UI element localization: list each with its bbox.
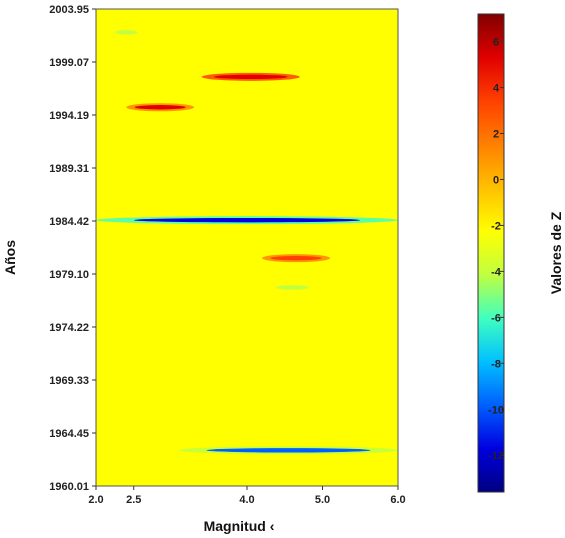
- y-tick-label: 1979.10: [49, 269, 89, 281]
- heatmap-feature: [179, 446, 398, 455]
- colorbar-tick-label: -6: [491, 312, 501, 324]
- y-tick-label: 1960.01: [49, 481, 89, 493]
- x-tick-label: 2.5: [126, 494, 141, 506]
- heatmap-feature: [111, 28, 142, 37]
- feature-core: [114, 30, 138, 35]
- heatmap-feature: [201, 72, 300, 81]
- feature-core: [206, 448, 371, 453]
- colorbar-tick-label: 4: [493, 83, 500, 95]
- colorbar-tick-label: -12: [488, 450, 504, 462]
- heatmap-feature: [269, 283, 315, 292]
- colorbar-tick-label: 6: [493, 37, 499, 49]
- heatmap-feature: [262, 254, 331, 263]
- heatmap-feature: [96, 216, 398, 225]
- colorbar-label: Valores de Z: [548, 211, 564, 294]
- x-tick-label: 5.0: [315, 494, 330, 506]
- colorbar-tick-label: -8: [491, 358, 501, 370]
- y-tick-label: 1984.42: [49, 216, 89, 228]
- y-tick-label: 1989.31: [49, 163, 89, 175]
- y-tick-label: 1994.19: [49, 110, 89, 122]
- y-tick-label: 2003.95: [49, 4, 89, 16]
- x-axis-label: Magnitud ‹: [204, 518, 275, 534]
- colorbar-tick-label: 0: [493, 174, 499, 186]
- colorbar-tick-label: -2: [491, 220, 501, 232]
- x-tick-label: 6.0: [390, 494, 405, 506]
- y-tick-label: 1969.33: [49, 375, 89, 387]
- feature-core: [213, 74, 288, 80]
- heatmap-feature: [186, 416, 217, 425]
- feature-core: [134, 105, 186, 110]
- heatmap-feature: [126, 103, 195, 112]
- colorbar: [477, 13, 505, 493]
- y-tick-label: 1974.22: [49, 322, 89, 334]
- colorbar-tick-label: -4: [491, 266, 502, 278]
- feature-core: [275, 285, 310, 290]
- x-tick-label: 2.0: [88, 494, 103, 506]
- feature-core: [190, 418, 214, 424]
- x-tick-label: 4.0: [239, 494, 254, 506]
- y-tick-label: 1964.45: [49, 428, 89, 440]
- colorbar-tick-label: -10: [488, 404, 504, 416]
- feature-core: [133, 217, 361, 223]
- colorbar-tick-label: 2: [493, 129, 499, 141]
- y-axis-label: Años: [2, 240, 18, 275]
- feature-core: [270, 255, 322, 261]
- plot-background: [96, 9, 398, 486]
- y-tick-label: 1999.07: [49, 57, 89, 69]
